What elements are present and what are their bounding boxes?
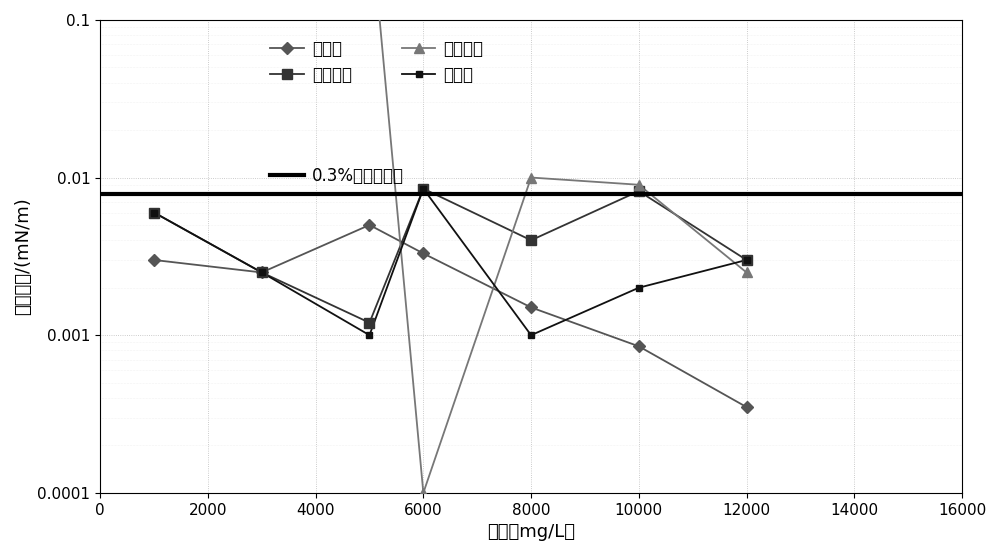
Y-axis label: 界面张力/(mN/m): 界面张力/(mN/m) [14,198,32,315]
X-axis label: 浓度（mg/L）: 浓度（mg/L） [487,523,575,541]
0.3%表面活性剂 [94,190,106,197]
0.3%表面活性剂 [94,190,106,197]
Legend: 0.3%表面活性剂: 0.3%表面活性剂 [264,160,411,192]
